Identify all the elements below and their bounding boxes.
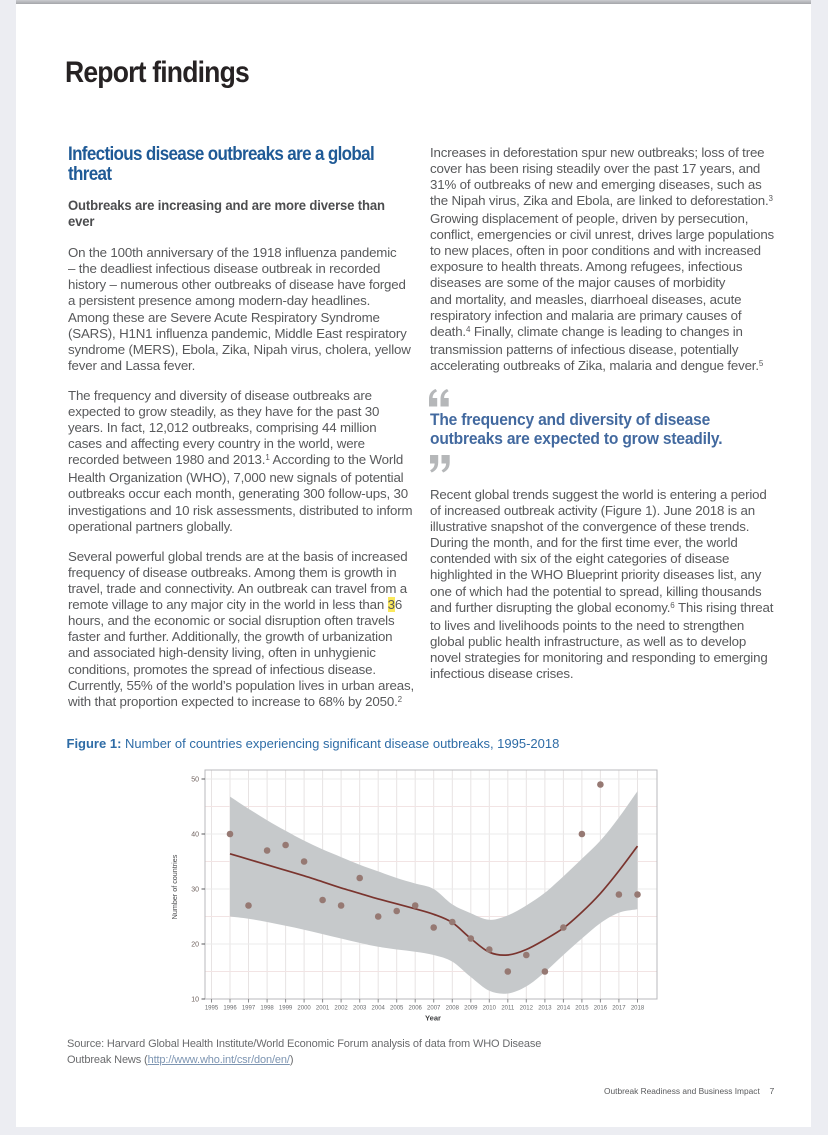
svg-text:2007: 2007 <box>427 1006 441 1012</box>
svg-text:2003: 2003 <box>353 1006 367 1012</box>
svg-text:1996: 1996 <box>223 1006 237 1012</box>
svg-text:1999: 1999 <box>279 1006 293 1012</box>
svg-text:2004: 2004 <box>372 1006 386 1012</box>
svg-text:Year: Year <box>425 1014 441 1023</box>
svg-text:2011: 2011 <box>501 1006 515 1012</box>
svg-text:2005: 2005 <box>390 1006 404 1012</box>
svg-text:2000: 2000 <box>297 1006 311 1012</box>
svg-text:2014: 2014 <box>557 1006 571 1012</box>
svg-text:2015: 2015 <box>575 1006 589 1012</box>
svg-text:1998: 1998 <box>260 1006 274 1012</box>
svg-text:20: 20 <box>191 941 199 948</box>
svg-text:2017: 2017 <box>612 1006 626 1012</box>
svg-text:1995: 1995 <box>205 1006 219 1012</box>
svg-text:2012: 2012 <box>520 1006 534 1012</box>
svg-text:2008: 2008 <box>446 1006 460 1012</box>
svg-text:1997: 1997 <box>242 1006 256 1012</box>
svg-text:2002: 2002 <box>334 1006 348 1012</box>
svg-text:10: 10 <box>191 996 199 1003</box>
svg-text:Number of countries: Number of countries <box>170 854 179 919</box>
svg-text:30: 30 <box>191 886 199 893</box>
svg-text:2006: 2006 <box>409 1006 423 1012</box>
svg-text:2016: 2016 <box>594 1006 608 1012</box>
svg-text:40: 40 <box>191 831 199 838</box>
svg-text:2013: 2013 <box>538 1006 552 1012</box>
svg-text:2010: 2010 <box>483 1006 497 1012</box>
svg-text:2018: 2018 <box>631 1006 645 1012</box>
svg-text:2009: 2009 <box>464 1006 478 1012</box>
svg-text:50: 50 <box>191 776 199 783</box>
svg-text:2001: 2001 <box>316 1006 330 1012</box>
